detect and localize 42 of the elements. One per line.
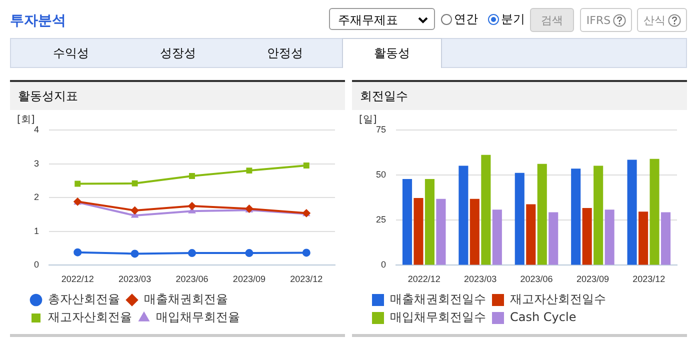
y-tick-label: 75 (376, 124, 386, 134)
chart-title: 활동성지표 (10, 80, 345, 110)
y-tick-label: 0 (34, 260, 40, 270)
x-tick-label: 2023/03 (464, 274, 497, 284)
text: 안정성 (266, 45, 304, 62)
x-tick-label: 2023/09 (576, 274, 609, 284)
text: 주재무제표 (329, 8, 435, 30)
legend-label: 매입채무회전일수 (390, 310, 486, 324)
text: 활동성 (342, 38, 442, 68)
x-tick-label: 2023/12 (290, 274, 323, 284)
text: IFRS (586, 14, 611, 26)
text: 성장성 (159, 45, 197, 62)
y-tick-label: 25 (376, 214, 386, 225)
text: 분기 (501, 11, 525, 28)
legend-label: 매출채권회전율 (144, 292, 228, 306)
legend-label: 매출채권회전일수 (390, 292, 486, 306)
y-tick-label: 2 (34, 192, 40, 202)
y-tick-label: 1 (34, 226, 40, 236)
legend-label: 총자산회전율 (48, 292, 120, 306)
x-tick-label: 2022/12 (408, 274, 440, 284)
y-tick-label: 4 (34, 124, 40, 134)
legend-label: 재고자산회전일수 (510, 292, 606, 306)
text: 수익성 (52, 45, 90, 62)
y-tick-label: 0 (380, 260, 386, 270)
x-tick-label: 2022/12 (61, 274, 94, 284)
y-axis-title: [회] (17, 114, 35, 126)
chart-title: 회전일수 (352, 80, 687, 110)
x-tick-label: 2023/03 (118, 274, 152, 284)
y-tick-label: 50 (376, 170, 386, 180)
legend-label: 매입채무회전율 (156, 310, 240, 324)
text: 검색 (530, 8, 574, 32)
x-tick-label: 2023/12 (632, 274, 666, 284)
legend-label: Cash Cycle (510, 310, 576, 324)
x-tick-label: 2023/06 (520, 274, 553, 284)
text: 산식 (644, 12, 666, 28)
y-axis-title: [일] (359, 114, 377, 126)
text: 연간 (454, 11, 478, 28)
x-tick-label: 2023/06 (176, 274, 208, 284)
legend-label: 재고자산회전율 (48, 310, 132, 324)
y-tick-label: 3 (34, 158, 40, 168)
text: 투자분석 (10, 12, 66, 30)
x-tick-label: 2023/09 (232, 274, 266, 284)
